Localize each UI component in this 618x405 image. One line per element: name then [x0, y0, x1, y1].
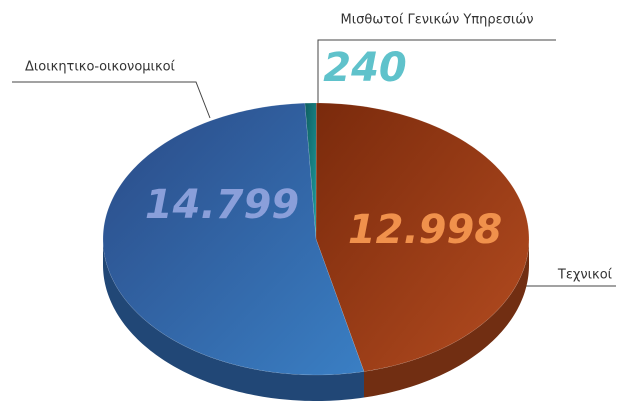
value-label: 12.998: [348, 207, 502, 253]
pie-slice: [315, 102, 530, 372]
value-label: 240: [323, 45, 407, 91]
category-label: Διοικητικο-οικονομικοί: [25, 60, 176, 75]
leader-line: [12, 81, 211, 119]
category-label: Μισθωτοί Γενικών Υπηρεσιών: [341, 13, 534, 28]
pie-side: [103, 239, 364, 401]
leader-line: [317, 39, 556, 106]
pie-side: [363, 239, 529, 398]
leader-lines: [12, 39, 616, 287]
category-label: Τεχνικοί: [557, 268, 613, 283]
pie-slice: [102, 102, 365, 376]
value-label: 14.799: [145, 182, 299, 228]
